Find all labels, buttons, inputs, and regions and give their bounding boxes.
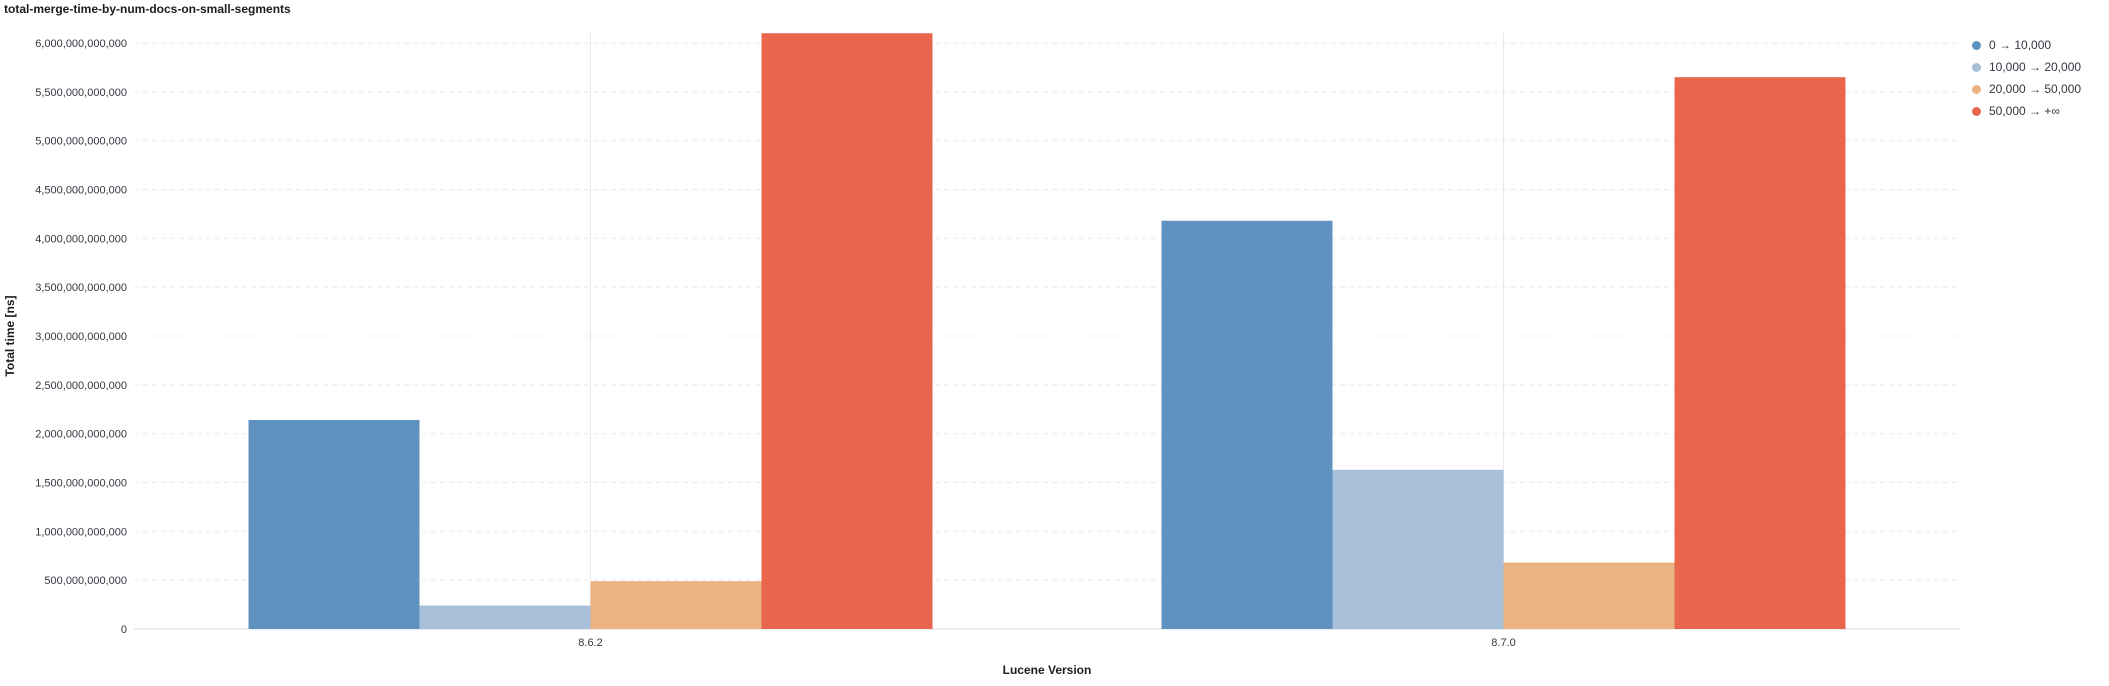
- legend-item[interactable]: 20,000 → 50,000: [1972, 78, 2081, 100]
- legend-item[interactable]: 50,000 → +∞: [1972, 100, 2081, 122]
- legend: 0 → 10,000 10,000 → 20,000 20,000 → 50,000…: [1972, 34, 2081, 122]
- x-axis-title: Lucene Version: [1003, 663, 1092, 677]
- legend-color-dot: [1972, 62, 1981, 72]
- y-tick-label: 3,000,000,000,000: [35, 331, 127, 343]
- bar-8-7-0-series-2: [1503, 562, 1675, 629]
- y-tick-label: 5,000,000,000,000: [35, 136, 127, 148]
- y-tick-label: 0: [121, 624, 127, 636]
- bar-8-6-2-series-1: [419, 605, 591, 629]
- legend-label: 50,000 → +∞: [1989, 104, 2060, 118]
- legend-label: 0 → 10,000: [1989, 38, 2052, 52]
- y-tick-label: 6,000,000,000,000: [35, 38, 127, 50]
- y-tick-label: 500,000,000,000: [44, 575, 127, 587]
- legend-color-dot: [1972, 106, 1981, 116]
- y-tick-label: 4,000,000,000,000: [35, 233, 127, 245]
- chart-title: total-merge-time-by-num-docs-on-small-se…: [4, 2, 291, 16]
- bar-8-7-0-series-3: [1674, 77, 1846, 629]
- x-tick-label: 8.6.2: [578, 637, 602, 649]
- y-tick-label: 2,500,000,000,000: [35, 380, 127, 392]
- bar-8-6-2-series-3: [761, 33, 933, 629]
- y-axis-title: Total time [ns]: [3, 295, 17, 376]
- legend-label: 20,000 → 50,000: [1989, 82, 2082, 96]
- x-tick-label: 8.7.0: [1491, 637, 1515, 649]
- y-tick-label: 1,500,000,000,000: [35, 478, 127, 490]
- y-tick-label: 3,500,000,000,000: [35, 282, 127, 294]
- legend-item[interactable]: 10,000 → 20,000: [1972, 56, 2081, 78]
- y-tick-label: 2,000,000,000,000: [35, 429, 127, 441]
- legend-color-dot: [1972, 40, 1981, 50]
- legend-item[interactable]: 0 → 10,000: [1972, 34, 2081, 56]
- y-tick-label: 4,500,000,000,000: [35, 185, 127, 197]
- bar-8-6-2-series-0: [248, 419, 420, 629]
- legend-color-dot: [1972, 84, 1981, 94]
- y-tick-label: 5,500,000,000,000: [35, 87, 127, 99]
- bar-8-7-0-series-1: [1332, 469, 1504, 629]
- legend-label: 10,000 → 20,000: [1989, 60, 2082, 74]
- bar-8-6-2-series-2: [590, 581, 762, 629]
- y-tick-label: 1,000,000,000,000: [35, 526, 127, 538]
- bar-8-7-0-series-0: [1161, 220, 1333, 629]
